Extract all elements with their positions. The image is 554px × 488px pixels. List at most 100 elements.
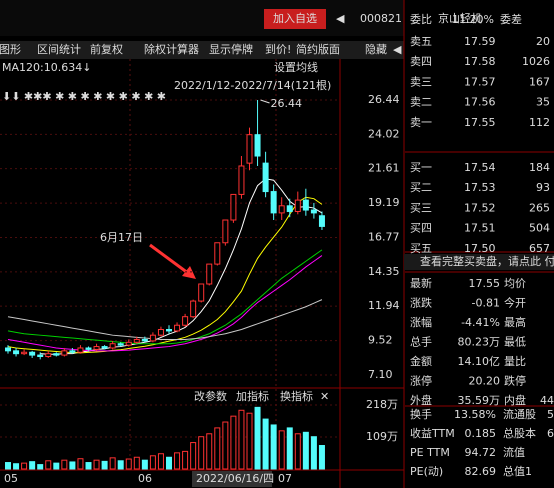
value: 6: [547, 427, 554, 440]
volume-bar: [230, 415, 237, 470]
candle-body: [109, 343, 116, 349]
volume-bar: [174, 452, 181, 470]
toolbar-item[interactable]: 简约版面: [296, 42, 340, 56]
label: 委比: [410, 13, 432, 26]
volume-bar: [133, 456, 140, 470]
toolbar-item[interactable]: 盘图形: [0, 42, 21, 56]
candle-body: [190, 300, 197, 318]
toolbar-item[interactable]: 到价!: [265, 43, 291, 56]
stock-code: 000821: [360, 12, 402, 25]
label: 外盘: [410, 393, 432, 407]
volume: 504: [529, 222, 550, 235]
volume: 20: [536, 35, 550, 48]
ma-line: [7, 255, 323, 352]
volume-bar: [182, 450, 189, 470]
link[interactable]: 查看完整买卖盘，请点此 付费: [420, 254, 554, 268]
add-button[interactable]: [264, 9, 326, 29]
value: 82.69: [465, 465, 497, 478]
candle-body: [93, 346, 100, 350]
volume-bar: [117, 460, 124, 470]
volume: 265: [529, 201, 550, 214]
volume-bar: [246, 412, 253, 470]
label: 金额: [410, 354, 432, 368]
price: 17.50: [464, 242, 496, 255]
label: 量比: [504, 355, 526, 368]
hide-arrow[interactable]: ◀: [393, 43, 402, 56]
candle-body: [149, 334, 156, 342]
candle-body: [182, 316, 189, 326]
price: 17.59: [464, 35, 496, 48]
y-tick-label: 14.35: [368, 265, 400, 278]
price: 17.52: [464, 201, 496, 214]
label: 委差: [500, 12, 522, 26]
value: 35.59万: [458, 394, 501, 407]
y-tick-label: 9.52: [368, 334, 393, 347]
volume-bar: [198, 436, 205, 470]
volume: 35: [536, 96, 550, 109]
nav-arrow[interactable]: ◀: [336, 12, 345, 25]
label: 涨跌: [410, 296, 432, 310]
x-tick-label: 2022/06/16/四: [196, 472, 274, 485]
label: 内盘: [504, 393, 526, 407]
label: PE(动): [410, 465, 443, 478]
ma-label: MA120:10.634↓: [2, 61, 91, 74]
volume-bar: [302, 431, 309, 470]
volume-bar: [61, 459, 68, 470]
x-tick-label: 07: [278, 472, 292, 485]
candle-body: [5, 347, 11, 352]
peak-label: 26.44: [271, 97, 303, 110]
volume-button[interactable]: ✕: [320, 390, 329, 403]
ma-setting[interactable]: 设置均线: [274, 60, 318, 74]
candle-body: [246, 134, 253, 164]
value: 13.58%: [454, 408, 496, 421]
candle-body: [133, 338, 140, 343]
candle-body: [174, 324, 181, 332]
volume-bar: [13, 463, 20, 470]
volume-button[interactable]: 加指标: [236, 389, 269, 403]
toolbar-item[interactable]: 显示停牌: [209, 42, 253, 56]
add-button-label[interactable]: 加入自选: [273, 12, 317, 25]
label: 今开: [504, 296, 526, 310]
y-tick-label: 7.10: [368, 368, 393, 381]
candle-body: [77, 347, 84, 353]
toolbar-item[interactable]: 除权计算器: [144, 42, 199, 56]
toolbar-item[interactable]: 前复权: [90, 42, 123, 56]
volume-button[interactable]: 换指标: [280, 389, 313, 403]
label: 总值1: [503, 464, 532, 478]
volume-bar: [294, 433, 301, 470]
y-tick-label: 16.77: [368, 231, 400, 244]
volume-bar: [125, 458, 132, 470]
candle-body: [85, 347, 92, 350]
price: 17.58: [464, 55, 496, 68]
price: 17.57: [464, 75, 496, 88]
volume-button[interactable]: 改参数: [194, 389, 227, 403]
candle-body: [310, 209, 317, 214]
label: 卖五: [410, 35, 432, 48]
label: 买三: [410, 201, 432, 214]
volume-bar: [93, 459, 100, 470]
range-label: 2022/1/12-2022/7/14(121根): [174, 78, 331, 92]
volume-bar: [270, 424, 277, 470]
annotation: 6月17日: [100, 231, 143, 244]
volume: 112: [529, 116, 550, 129]
volume: 657: [529, 242, 550, 255]
candle-body: [270, 191, 277, 214]
x-tick-label: 06: [138, 472, 152, 485]
label: 涨幅: [410, 316, 432, 329]
hide-button[interactable]: 隐藏: [365, 43, 387, 56]
volume-bar: [21, 462, 28, 470]
y-tick-label: 21.61: [368, 162, 400, 175]
label: 卖四: [410, 55, 432, 68]
candle-body: [294, 199, 301, 212]
y-tick-label: 19.19: [368, 196, 400, 209]
volume-bar: [109, 457, 116, 470]
label: 换手: [410, 407, 432, 421]
candle-body: [230, 193, 237, 221]
link-bar[interactable]: [404, 254, 554, 270]
candle-body: [254, 134, 261, 157]
candle-body: [37, 354, 44, 358]
candle-body: [157, 328, 164, 336]
volume: 1026: [522, 55, 550, 68]
toolbar-item[interactable]: 区间统计: [37, 43, 81, 56]
